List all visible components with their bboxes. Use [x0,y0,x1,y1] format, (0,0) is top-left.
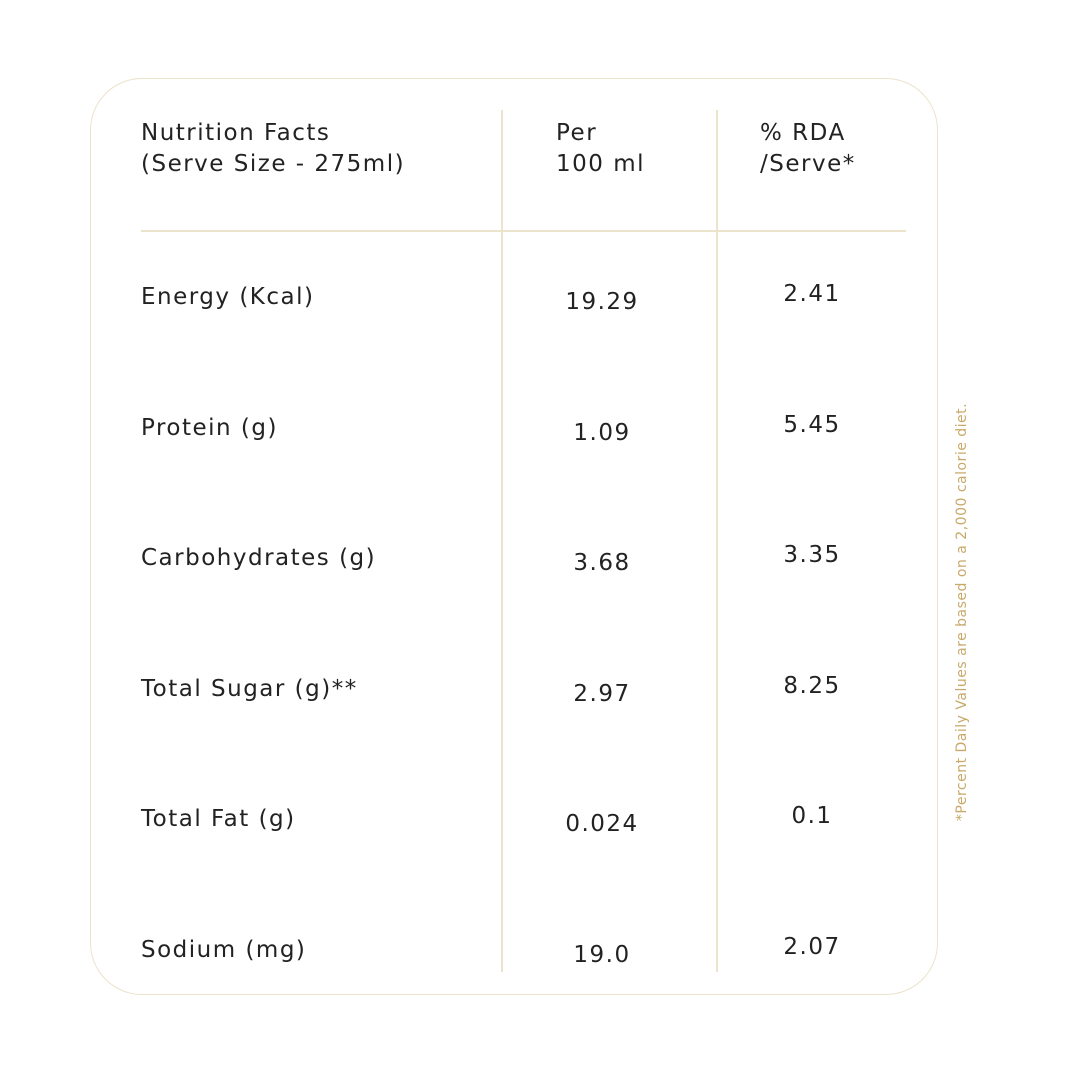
card [90,78,938,995]
row-value: 19.0 [573,942,631,968]
header-text: Nutrition Facts [141,120,331,146]
row-value: 2.97 [573,680,631,707]
row-label: Total Fat (g) [141,806,296,833]
row-value: 8.25 [783,672,841,699]
header-text: Per [556,120,598,146]
row-value: 1.09 [573,419,631,446]
row-label: Energy (Kcal) [141,284,315,310]
header-text: 100 ml [556,151,646,177]
row-value: 3.68 [573,550,631,577]
column-divider [716,110,718,972]
row-label: Sodium (mg) [141,937,307,963]
row-label: Total Sugar (g)** [141,675,358,702]
header-text: (Serve Size - 275ml) [141,151,406,177]
header-text: % RDA [760,120,846,146]
column-divider [501,110,503,972]
row-label: Carbohydrates (g) [141,545,377,572]
row-value: 0.1 [791,803,833,830]
row-value: 2.07 [783,934,841,960]
row-value: 2.41 [783,281,841,307]
row-value: 19.29 [565,289,639,315]
header-divider [141,230,906,232]
row-value: 3.35 [783,542,841,569]
header-text: /Serve* [760,151,856,177]
row-value: 5.45 [783,411,841,438]
footnote: *Percent Daily Values are based on a 2,0… [954,402,970,822]
row-value: 0.024 [565,811,639,838]
row-label: Protein (g) [141,414,278,441]
